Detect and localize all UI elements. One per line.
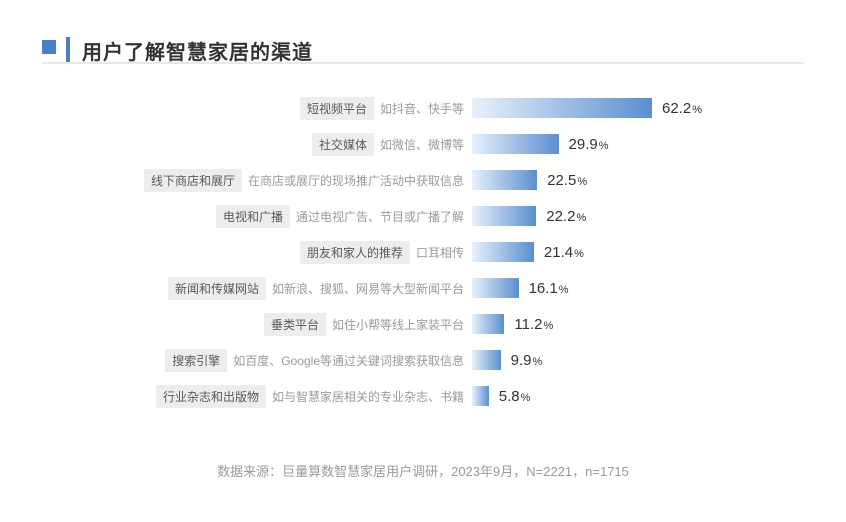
bar-value: 29.9% (569, 136, 609, 153)
bar-wrap: 11.2% (472, 314, 804, 334)
label-wrap: 社交媒体如微信、微博等 (42, 133, 472, 156)
bar-value: 9.9% (511, 352, 543, 369)
category-desc: 如与智慧家居相关的专业杂志、书籍 (272, 388, 464, 405)
page-title: 用户了解智慧家居的渠道 (82, 36, 313, 65)
bar-value: 21.4% (544, 244, 584, 261)
title-underline (42, 62, 804, 64)
label-wrap: 电视和广播通过电视广告、节目或广播了解 (42, 205, 472, 228)
category-desc: 在商店或展厅的现场推广活动中获取信息 (248, 172, 464, 189)
label-wrap: 线下商店和展厅在商店或展厅的现场推广活动中获取信息 (42, 169, 472, 192)
category-desc: 如住小帮等线上家装平台 (332, 316, 464, 333)
category-label: 垂类平台 (264, 313, 326, 336)
label-wrap: 搜索引擎如百度、Google等通过关键词搜索获取信息 (42, 349, 472, 372)
bar-wrap: 16.1% (472, 278, 804, 298)
chart-row: 电视和广播通过电视广告、节目或广播了解 22.2% (42, 198, 804, 234)
category-label: 社交媒体 (312, 133, 374, 156)
bar-wrap: 5.8% (472, 386, 804, 406)
chart-row: 朋友和家人的推荐口耳相传 21.4% (42, 234, 804, 270)
category-label: 行业杂志和出版物 (156, 385, 266, 408)
bar-value: 11.2% (514, 316, 553, 333)
category-desc: 口耳相传 (416, 244, 464, 261)
bar-value: 5.8% (499, 388, 531, 405)
bar-value: 16.1% (529, 280, 569, 297)
chart-row: 垂类平台如住小帮等线上家装平台 11.2% (42, 306, 804, 342)
category-label: 线下商店和展厅 (144, 169, 242, 192)
bar-wrap: 22.2% (472, 206, 804, 226)
category-label: 电视和广播 (216, 205, 290, 228)
bar (472, 134, 559, 154)
title-marker-square (42, 40, 56, 54)
bar (472, 206, 536, 226)
bar (472, 350, 501, 370)
source-note: 数据来源：巨量算数智慧家居用户调研，2023年9月，N=2221，n=1715 (0, 461, 846, 480)
chart-row: 短视频平台如抖音、快手等 62.2% (42, 90, 804, 126)
title-separator (66, 37, 70, 63)
category-label: 新闻和传媒网站 (168, 277, 266, 300)
bar-wrap: 21.4% (472, 242, 804, 262)
chart-row: 搜索引擎如百度、Google等通过关键词搜索获取信息 9.9% (42, 342, 804, 378)
bar-value: 22.2% (546, 208, 586, 225)
bar (472, 314, 504, 334)
label-wrap: 短视频平台如抖音、快手等 (42, 97, 472, 120)
bar (472, 242, 534, 262)
label-wrap: 行业杂志和出版物如与智慧家居相关的专业杂志、书籍 (42, 385, 472, 408)
bar-value: 22.5% (547, 172, 587, 189)
chart-row: 新闻和传媒网站如新浪、搜狐、网易等大型新闻平台 16.1% (42, 270, 804, 306)
label-wrap: 新闻和传媒网站如新浪、搜狐、网易等大型新闻平台 (42, 277, 472, 300)
category-desc: 如百度、Google等通过关键词搜索获取信息 (233, 352, 464, 369)
bar-chart: 短视频平台如抖音、快手等 62.2% 社交媒体如微信、微博等 29.9% 线下商店和展厅… (42, 90, 804, 414)
bar-wrap: 9.9% (472, 350, 804, 370)
category-label: 搜索引擎 (165, 349, 227, 372)
category-desc: 如新浪、搜狐、网易等大型新闻平台 (272, 280, 464, 297)
label-wrap: 垂类平台如住小帮等线上家装平台 (42, 313, 472, 336)
bar-wrap: 62.2% (472, 98, 804, 118)
bar (472, 278, 519, 298)
chart-row: 线下商店和展厅在商店或展厅的现场推广活动中获取信息 22.5% (42, 162, 804, 198)
bar (472, 170, 537, 190)
chart-row: 社交媒体如微信、微博等 29.9% (42, 126, 804, 162)
category-desc: 如微信、微博等 (380, 136, 464, 153)
bar-wrap: 29.9% (472, 134, 804, 154)
chart-row: 行业杂志和出版物如与智慧家居相关的专业杂志、书籍 5.8% (42, 378, 804, 414)
bar (472, 98, 652, 118)
bar (472, 386, 489, 406)
label-wrap: 朋友和家人的推荐口耳相传 (42, 241, 472, 264)
category-desc: 通过电视广告、节目或广播了解 (296, 208, 464, 225)
bar-value: 62.2% (662, 100, 702, 117)
category-label: 朋友和家人的推荐 (300, 241, 410, 264)
bar-wrap: 22.5% (472, 170, 804, 190)
category-desc: 如抖音、快手等 (380, 100, 464, 117)
category-label: 短视频平台 (300, 97, 374, 120)
title-bar: 用户了解智慧家居的渠道 (42, 36, 804, 64)
